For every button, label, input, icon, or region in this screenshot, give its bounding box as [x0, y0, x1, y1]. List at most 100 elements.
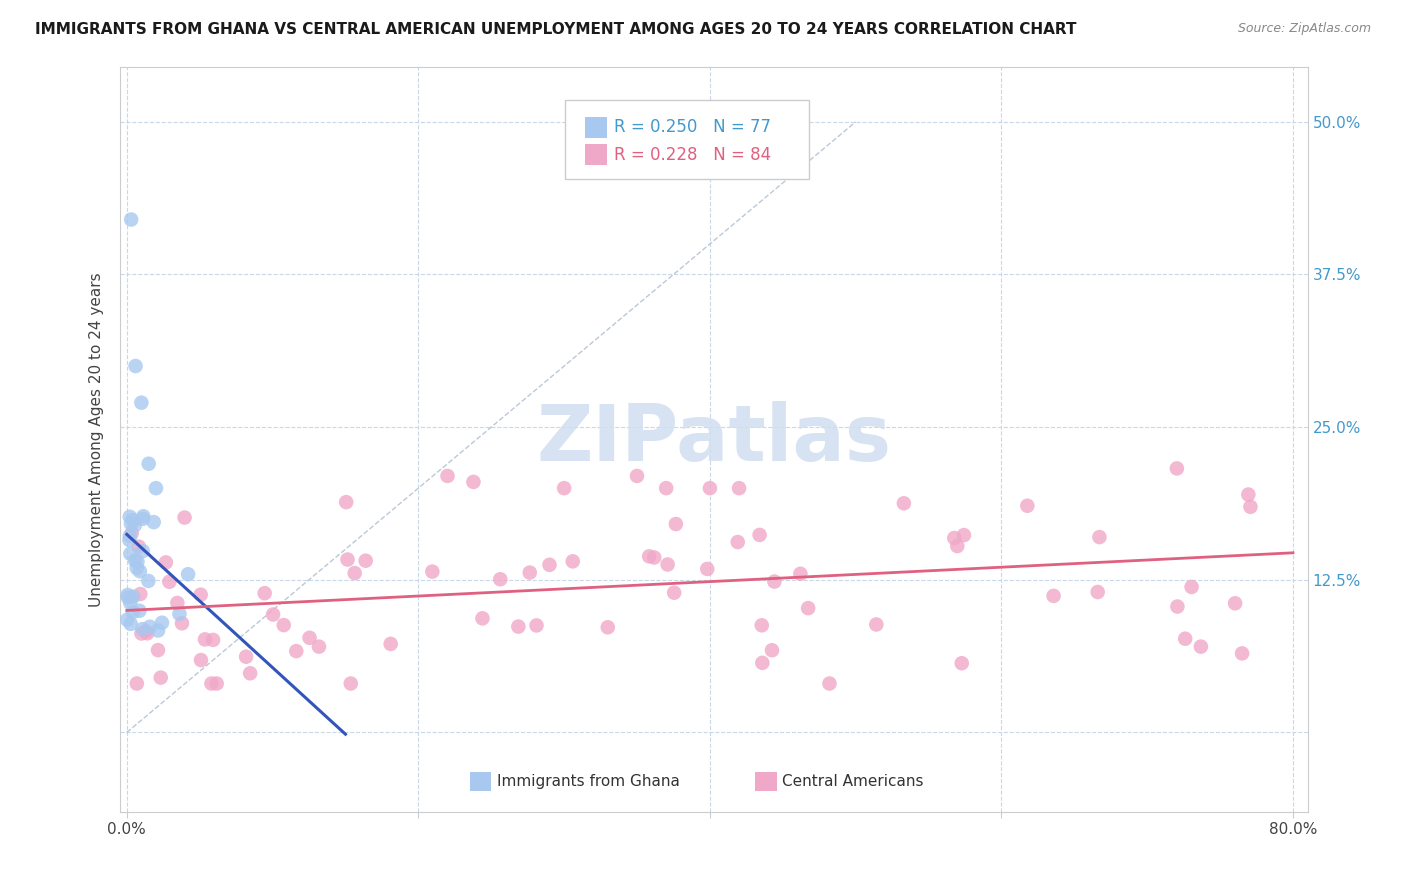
Point	[122, 590, 145, 604]
Point	[1174, 632, 1197, 646]
Point	[145, 481, 167, 495]
Point	[202, 632, 225, 647]
Point	[626, 469, 648, 483]
Point	[1223, 596, 1246, 610]
Point	[120, 596, 142, 610]
Point	[298, 631, 321, 645]
Point	[1017, 499, 1039, 513]
Point	[943, 531, 966, 545]
Point	[132, 509, 155, 524]
Point	[285, 644, 308, 658]
Point	[748, 528, 770, 542]
FancyBboxPatch shape	[585, 117, 606, 137]
Point	[134, 624, 156, 639]
Point	[131, 626, 153, 640]
Point	[146, 643, 169, 657]
Point	[200, 676, 222, 690]
Text: R = 0.250   N = 77: R = 0.250 N = 77	[614, 119, 770, 136]
Point	[121, 605, 143, 619]
Point	[1042, 589, 1064, 603]
Point	[728, 481, 751, 495]
Point	[173, 510, 195, 524]
Point	[239, 666, 262, 681]
Point	[131, 622, 153, 636]
Point	[149, 671, 172, 685]
Point	[335, 495, 357, 509]
FancyBboxPatch shape	[755, 772, 776, 791]
FancyBboxPatch shape	[470, 772, 491, 791]
Point	[436, 469, 458, 483]
Point	[1230, 647, 1253, 661]
Point	[339, 676, 361, 690]
Point	[1087, 585, 1109, 599]
Point	[1166, 461, 1188, 475]
Point	[420, 565, 443, 579]
Point	[336, 552, 359, 566]
Text: R = 0.228   N = 84: R = 0.228 N = 84	[614, 145, 770, 164]
Point	[127, 555, 149, 569]
Point	[155, 556, 177, 570]
Point	[699, 481, 721, 495]
Point	[170, 616, 193, 631]
Point	[118, 509, 141, 524]
Point	[343, 566, 366, 580]
Point	[120, 547, 142, 561]
Text: IMMIGRANTS FROM GHANA VS CENTRAL AMERICAN UNEMPLOYMENT AMONG AGES 20 TO 24 YEARS: IMMIGRANTS FROM GHANA VS CENTRAL AMERICA…	[35, 22, 1077, 37]
Point	[124, 553, 146, 567]
Point	[696, 562, 718, 576]
Point	[471, 611, 494, 625]
Point	[235, 649, 257, 664]
Point	[118, 533, 141, 547]
Point	[308, 640, 330, 654]
Point	[128, 604, 150, 618]
Point	[553, 481, 575, 495]
Point	[950, 657, 973, 671]
Text: ZIPatlas: ZIPatlas	[536, 401, 891, 477]
Point	[273, 618, 295, 632]
Point	[136, 626, 159, 640]
Point	[125, 676, 148, 690]
Point	[526, 618, 548, 632]
Point	[128, 540, 150, 554]
Point	[1181, 580, 1204, 594]
Point	[1237, 487, 1260, 501]
Point	[262, 607, 284, 622]
Point	[120, 212, 142, 227]
Point	[124, 518, 146, 533]
Point	[727, 535, 749, 549]
Point	[643, 550, 665, 565]
Point	[177, 567, 200, 582]
Text: Immigrants from Ghana: Immigrants from Ghana	[498, 774, 681, 789]
Point	[115, 613, 138, 627]
Point	[120, 616, 142, 631]
Point	[150, 615, 173, 630]
Point	[519, 566, 541, 580]
Point	[561, 554, 583, 568]
Point	[463, 475, 485, 489]
Point	[662, 585, 685, 599]
Point	[638, 549, 661, 564]
Point	[1088, 530, 1111, 544]
Point	[946, 539, 969, 553]
Point	[751, 656, 773, 670]
Point	[508, 619, 530, 633]
Point	[118, 529, 141, 543]
Point	[1166, 599, 1188, 614]
Point	[142, 515, 165, 529]
Point	[121, 513, 143, 527]
Point	[797, 601, 820, 615]
Text: Central Americans: Central Americans	[783, 774, 924, 789]
Point	[538, 558, 561, 572]
Point	[761, 643, 783, 657]
Y-axis label: Unemployment Among Ages 20 to 24 years: Unemployment Among Ages 20 to 24 years	[89, 272, 104, 607]
Point	[129, 587, 152, 601]
Point	[194, 632, 217, 647]
FancyBboxPatch shape	[565, 101, 808, 178]
Point	[124, 359, 146, 373]
Point	[751, 618, 773, 632]
Point	[1189, 640, 1212, 654]
Point	[665, 516, 688, 531]
Point	[818, 676, 841, 690]
Point	[190, 653, 212, 667]
Point	[132, 544, 155, 558]
